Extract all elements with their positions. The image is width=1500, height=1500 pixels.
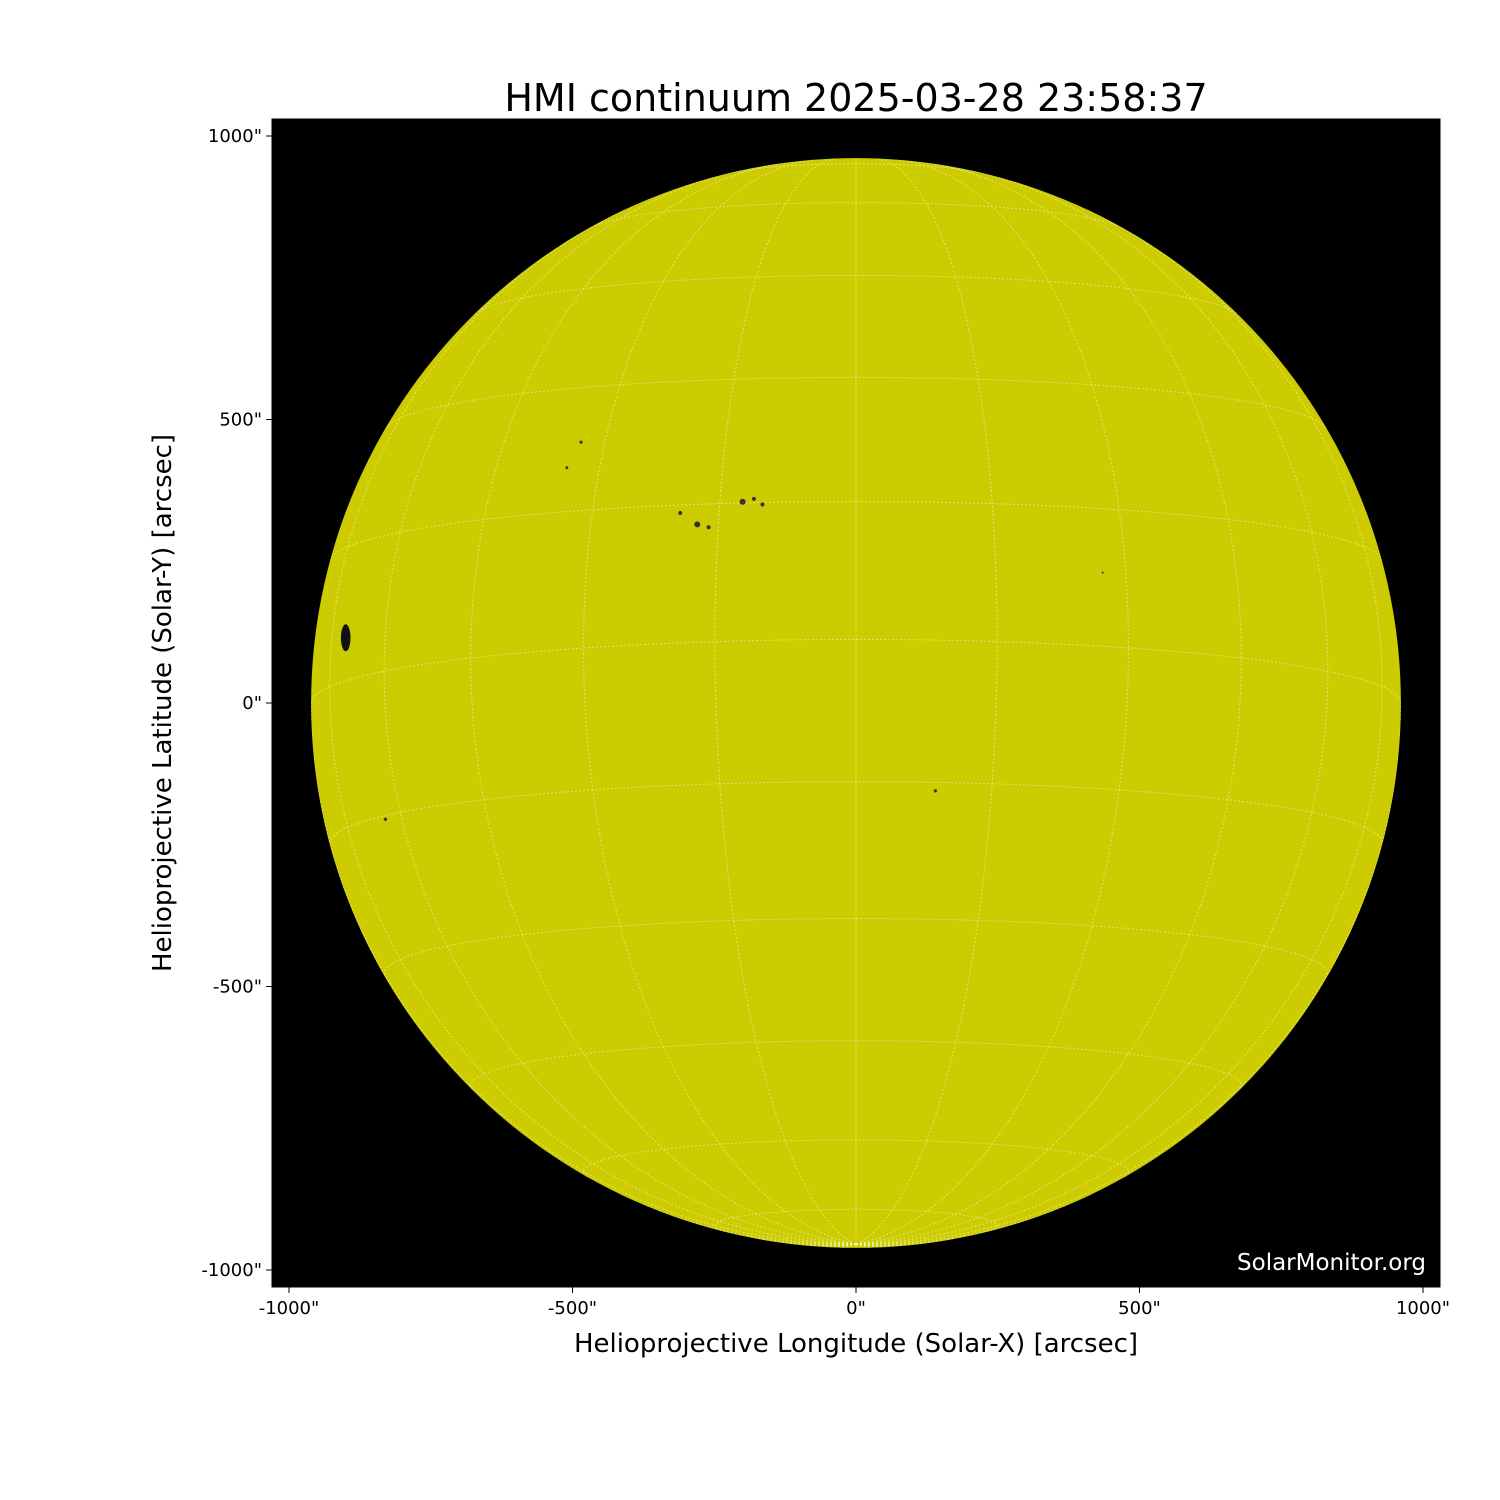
longitude-line bbox=[714, 158, 857, 1245]
sunspot bbox=[565, 466, 569, 470]
longitude-line bbox=[855, 1243, 871, 1248]
latitude-line bbox=[474, 274, 1238, 315]
sunspot bbox=[383, 817, 387, 821]
solar-disk bbox=[311, 158, 1401, 1248]
x-tick-label: -500" bbox=[548, 1298, 597, 1319]
y-tick-label: -500" bbox=[213, 976, 262, 997]
longitude-line bbox=[827, 1243, 857, 1248]
sunspot bbox=[340, 624, 351, 652]
longitude-line bbox=[841, 1243, 857, 1248]
heliographic-grid bbox=[311, 158, 1401, 1248]
x-axis-label: Helioprojective Longitude (Solar-X) [arc… bbox=[574, 1329, 1138, 1359]
latitude-line bbox=[589, 202, 1123, 229]
latitude-line bbox=[329, 500, 1383, 562]
latitude-line bbox=[384, 376, 1328, 429]
sunspot bbox=[739, 498, 746, 505]
sunspot bbox=[694, 521, 701, 528]
sunspot bbox=[706, 525, 711, 530]
longitude-line bbox=[329, 208, 857, 1245]
longitude-line bbox=[855, 158, 998, 1245]
longitude-line bbox=[855, 158, 1129, 1245]
y-tick-label: -1000" bbox=[201, 1260, 262, 1281]
chart-title: HMI continuum 2025-03-28 23:58:37 bbox=[504, 76, 1207, 120]
y-axis-ticks: -1000" -500" 0" 500" 1000" bbox=[201, 126, 272, 1281]
y-tick-label: 0" bbox=[242, 693, 262, 714]
sunspot bbox=[1101, 571, 1104, 574]
longitude-line bbox=[757, 1238, 857, 1246]
longitude-line bbox=[855, 169, 1329, 1245]
longitude-line bbox=[855, 208, 1383, 1245]
latitude-line bbox=[583, 1139, 1129, 1178]
longitude-line bbox=[641, 1203, 857, 1245]
sunspot bbox=[579, 440, 583, 444]
x-tick-label: 0" bbox=[846, 1298, 866, 1319]
longitude-line bbox=[470, 161, 857, 1245]
x-axis-ticks: -1000" -500" 0" 500" 1000" bbox=[259, 1287, 1450, 1319]
latitude-line bbox=[714, 1208, 998, 1234]
latitude-line bbox=[731, 163, 981, 174]
longitude-line bbox=[855, 1238, 955, 1246]
longitude-line bbox=[583, 158, 857, 1245]
sunspot bbox=[751, 496, 756, 501]
watermark: SolarMonitor.org bbox=[1237, 1250, 1426, 1276]
longitude-line bbox=[855, 1243, 910, 1247]
longitude-line bbox=[855, 1203, 1071, 1245]
sunspot bbox=[678, 511, 683, 516]
longitude-line bbox=[855, 161, 1242, 1245]
y-axis-label: Helioprojective Latitude (Solar-Y) [arcs… bbox=[148, 434, 178, 972]
latitude-line bbox=[383, 917, 1329, 976]
latitude-line bbox=[311, 638, 1401, 704]
y-tick-label: 500" bbox=[219, 410, 262, 431]
x-tick-label: -1000" bbox=[259, 1298, 320, 1319]
sunspot bbox=[933, 789, 937, 793]
latitude-line bbox=[329, 781, 1383, 844]
sunspots bbox=[340, 440, 1104, 821]
y-tick-label: 1000" bbox=[208, 126, 262, 147]
sunspot bbox=[760, 502, 765, 507]
x-tick-label: 500" bbox=[1118, 1298, 1161, 1319]
longitude-line bbox=[855, 1243, 885, 1248]
x-tick-label: 1000" bbox=[1396, 1298, 1450, 1319]
longitude-line bbox=[383, 169, 857, 1245]
longitude-line bbox=[802, 1243, 857, 1247]
